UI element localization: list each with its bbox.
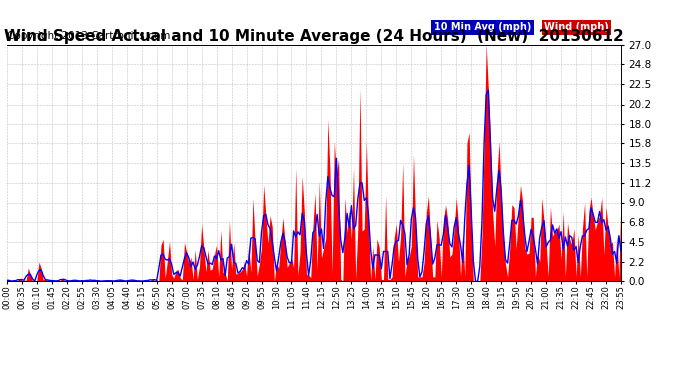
Text: 10 Min Avg (mph): 10 Min Avg (mph) <box>434 22 531 32</box>
Text: Copyright 2013 Cartronics.com: Copyright 2013 Cartronics.com <box>7 32 170 41</box>
Text: Wind (mph): Wind (mph) <box>544 22 609 32</box>
Title: Wind Speed Actual and 10 Minute Average (24 Hours)  (New)  20130612: Wind Speed Actual and 10 Minute Average … <box>4 29 624 44</box>
